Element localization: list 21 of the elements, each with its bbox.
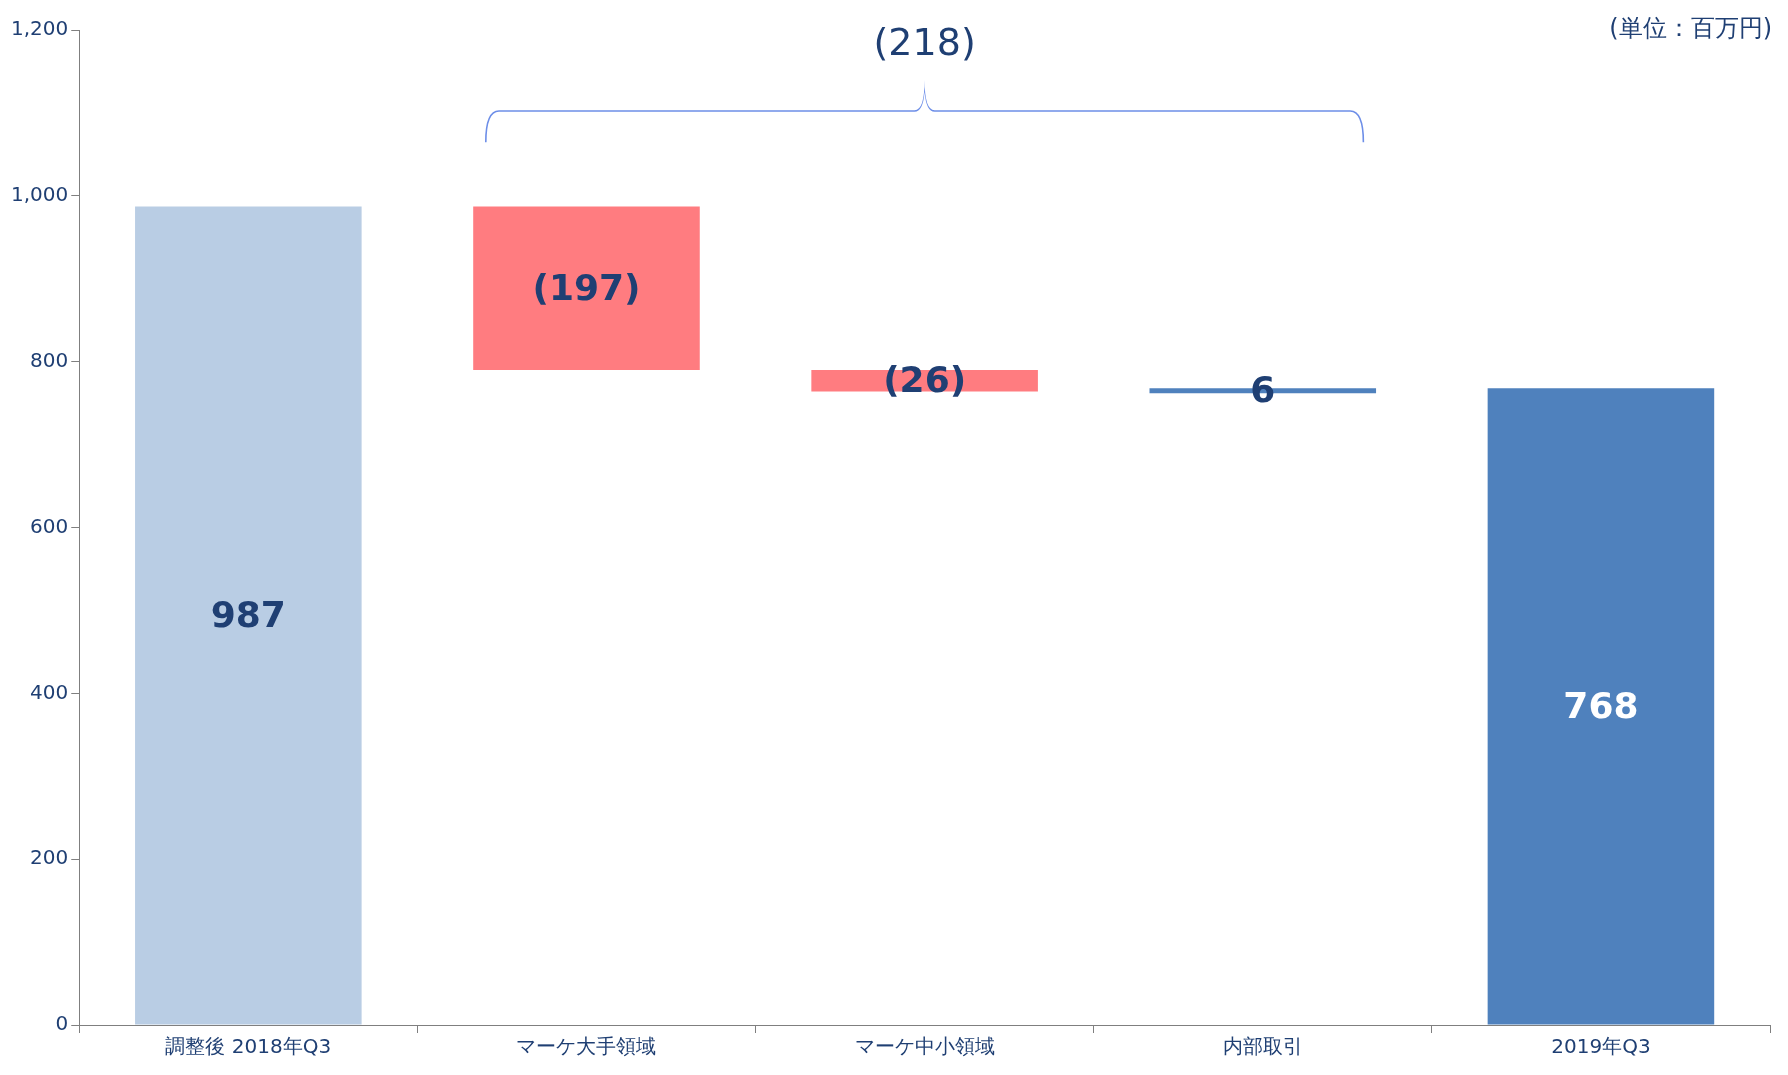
y-tick-label: 400	[30, 679, 69, 704]
y-tick-label: 200	[30, 845, 69, 870]
data-label: (197)	[532, 266, 641, 308]
annotation: (単位：百万円)	[1609, 13, 1772, 44]
x-tick-label: 調整後 2018年Q3	[165, 1034, 332, 1059]
y-tick-label: 0	[55, 1011, 69, 1036]
bar	[135, 206, 362, 1025]
data-label: 987	[210, 593, 286, 635]
data-label: (26)	[883, 359, 967, 401]
data-label: 768	[1563, 684, 1639, 726]
y-tick-label: 600	[30, 513, 69, 538]
annotation: (218)	[872, 19, 977, 64]
x-tick-label: マーケ中小領域	[854, 1034, 995, 1059]
x-tick-label: マーケ大手領域	[516, 1034, 657, 1059]
y-tick-label: 1,000	[10, 182, 69, 207]
x-tick-label: 2019年Q3	[1551, 1034, 1651, 1059]
bar	[473, 206, 700, 370]
bar	[1487, 388, 1715, 1025]
y-tick-label: 1,200	[10, 16, 69, 41]
y-tick-label: 800	[30, 347, 69, 372]
x-tick-label: 内部取引	[1222, 1034, 1303, 1059]
